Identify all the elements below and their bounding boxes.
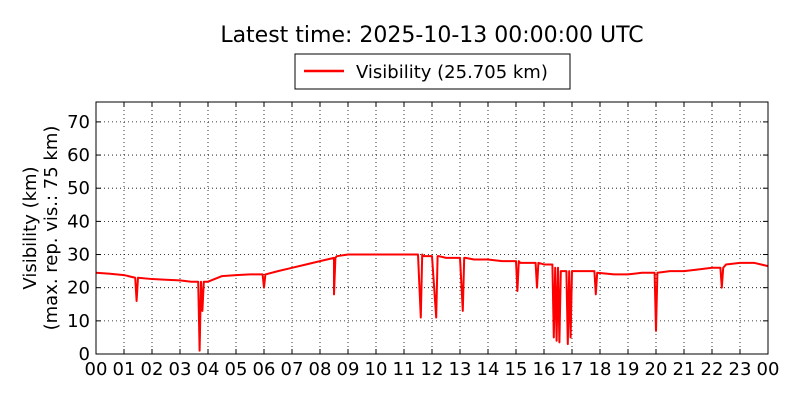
plot-area [95,253,769,352]
x-tick-label: 14 [477,359,500,380]
x-tick-label: 20 [645,359,668,380]
grid [96,102,768,354]
x-tick-label: 09 [337,359,360,380]
x-tick-label: 13 [449,359,472,380]
y-tick-label: 50 [67,178,90,199]
y-tick-label: 0 [79,344,90,365]
x-tick-label: 23 [729,359,752,380]
y-tick-label: 20 [67,278,90,299]
y-tick-label: 40 [67,211,90,232]
chart-title: Latest time: 2025-10-13 00:00:00 UTC [220,23,643,48]
x-tick-label: 02 [141,359,164,380]
x-tick-label: 21 [673,359,696,380]
x-tick-label: 00 [757,359,780,380]
y-tick-label: 10 [67,311,90,332]
y-tick-label: 70 [67,112,90,133]
x-axis: 00 01 02 03 04 05 06 07 08 09 10 11 12 13 14 15 16 17 18 19… [85,102,780,380]
x-tick-label: 07 [281,359,304,380]
y-tick-label: 60 [67,145,90,166]
y-tick-label: 30 [67,245,90,266]
x-tick-label: 18 [589,359,612,380]
x-tick-label: 22 [701,359,724,380]
y-axis-label-line2: (max. rep. vis.: 75 km) [41,126,62,331]
x-tick-label: 12 [421,359,444,380]
x-tick-label: 11 [393,359,416,380]
x-tick-label: 15 [505,359,528,380]
y-axis: 0 10 20 30 40 50 60 70 [67,112,768,365]
x-tick-label: 05 [225,359,248,380]
x-tick-label: 06 [253,359,276,380]
series-line-0 [95,253,769,352]
x-tick-label: 08 [309,359,332,380]
axes-frame [95,101,769,355]
x-tick-label: 03 [169,359,192,380]
x-tick-label: 10 [365,359,388,380]
legend: Visibility (25.705 km) [294,53,571,90]
x-tick-label: 01 [113,359,136,380]
x-tick-label: 04 [197,359,220,380]
x-tick-label: 17 [561,359,584,380]
x-tick-label: 00 [85,359,108,380]
x-tick-label: 19 [617,359,640,380]
x-tick-label: 16 [533,359,556,380]
legend-label: Visibility (25.705 km) [356,62,548,83]
y-axis-label-line1: Visibility (km) [20,166,41,289]
